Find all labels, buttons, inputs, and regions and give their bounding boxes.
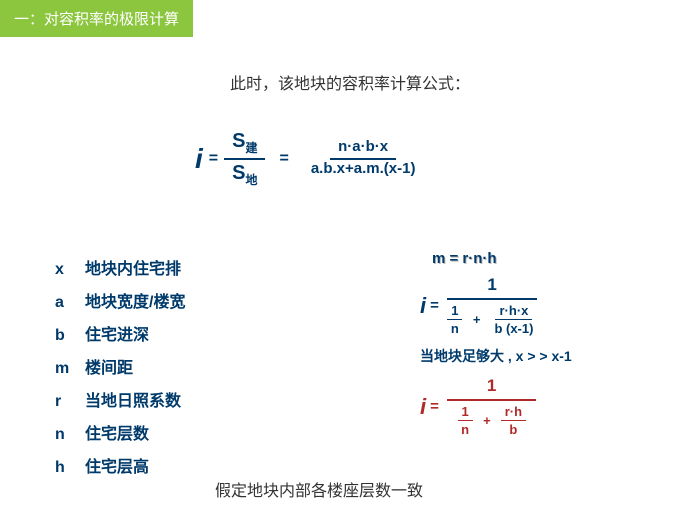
legend-value: 住宅层数 bbox=[85, 426, 149, 443]
s-den: S地 bbox=[224, 160, 265, 188]
sub-frac-1: 1 n bbox=[447, 303, 463, 336]
intro-text: 此时，该地块的容积率计算公式： bbox=[230, 70, 470, 94]
sub-frac-2: r·h·x b (x-1) bbox=[490, 303, 537, 336]
var-i: i bbox=[420, 293, 426, 319]
nested-fraction: 1 1 n + r·h·x b (x-1) bbox=[447, 275, 538, 336]
equals: = bbox=[279, 150, 288, 168]
plus: + bbox=[483, 413, 491, 428]
m-equation: m = r·n·h bbox=[432, 250, 572, 267]
legend-key: r bbox=[55, 393, 85, 411]
fraction-expr: n·a·b·x a.b.x+a.m.(x-1) bbox=[303, 138, 424, 180]
legend-value: 住宅层高 bbox=[85, 459, 149, 476]
legend-key: x bbox=[55, 261, 85, 279]
var-i: i bbox=[420, 394, 426, 420]
legend-value: 地块宽度/楼宽 bbox=[85, 294, 185, 311]
sub-frac-1: 1 n bbox=[457, 404, 473, 437]
legend-item: n住宅层数 bbox=[55, 420, 185, 444]
s-num: S建 bbox=[224, 130, 265, 160]
legend-value: 地块内住宅排 bbox=[85, 261, 181, 278]
header-title: 一：对容积率的极限计算 bbox=[14, 11, 179, 28]
legend-value: 楼间距 bbox=[85, 360, 133, 377]
sub-frac-2: r·h b bbox=[501, 404, 526, 437]
legend-value: 住宅进深 bbox=[85, 327, 149, 344]
numerator: 1 bbox=[447, 376, 536, 401]
legend-key: b bbox=[55, 327, 85, 345]
expr-num: n·a·b·x bbox=[330, 138, 396, 160]
formula-3: i = 1 1 n + r·h b bbox=[420, 376, 572, 437]
legend-key: n bbox=[55, 426, 85, 444]
equals: = bbox=[430, 398, 439, 415]
bottom-note: 假定地块内部各楼座层数一致 bbox=[215, 477, 423, 501]
numerator: 1 bbox=[447, 275, 536, 300]
main-formula: i = S建 S地 = n·a·b·x a.b.x+a.m.(x-1) bbox=[195, 130, 423, 188]
legend-item: x地块内住宅排 bbox=[55, 255, 185, 279]
var-i: i bbox=[195, 143, 203, 175]
legend-key: h bbox=[55, 459, 85, 477]
nested-fraction: 1 1 n + r·h b bbox=[447, 376, 536, 437]
legend-key: m bbox=[55, 360, 85, 378]
legend-item: h住宅层高 bbox=[55, 453, 185, 477]
legend-value: 当地日照系数 bbox=[85, 393, 181, 410]
fraction-s: S建 S地 bbox=[224, 130, 265, 188]
section-header: 一：对容积率的极限计算 bbox=[0, 0, 193, 37]
expr-den: a.b.x+a.m.(x-1) bbox=[303, 160, 424, 180]
denominator: 1 n + r·h b bbox=[457, 401, 526, 437]
equals: = bbox=[209, 150, 218, 168]
denominator: 1 n + r·h·x b (x-1) bbox=[447, 300, 538, 336]
plus: + bbox=[473, 312, 481, 327]
formula-2: i = 1 1 n + r·h·x b (x-1) bbox=[420, 275, 572, 336]
right-panel: m = r·n·h i = 1 1 n + r·h·x b (x-1) 当地块足… bbox=[420, 250, 572, 447]
legend-item: a地块宽度/楼宽 bbox=[55, 288, 185, 312]
condition-text: 当地块足够大 , x > > x-1 bbox=[420, 346, 572, 366]
legend-item: b住宅进深 bbox=[55, 321, 185, 345]
equals: = bbox=[430, 297, 439, 314]
legend-item: r当地日照系数 bbox=[55, 387, 185, 411]
legend-key: a bbox=[55, 294, 85, 312]
legend-item: m楼间距 bbox=[55, 354, 185, 378]
variable-legend: x地块内住宅排a地块宽度/楼宽b住宅进深m楼间距r当地日照系数n住宅层数h住宅层… bbox=[55, 255, 185, 486]
